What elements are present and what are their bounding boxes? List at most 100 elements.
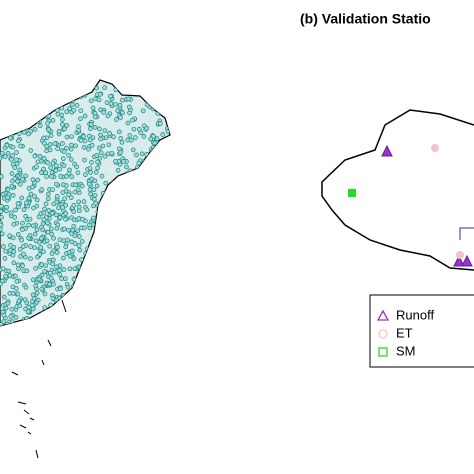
station-dot [39,286,45,292]
station-dot [13,324,18,326]
station-dot [66,80,72,83]
station-dot [64,109,70,115]
station-dot [35,177,41,183]
station-dot [134,286,139,292]
station-dot [36,214,42,220]
station-dot [98,261,104,267]
station-dot [54,199,60,205]
station-dot [63,211,69,216]
station-dot [127,256,132,262]
station-dot [15,262,21,268]
station-dot [70,92,76,98]
station-dot [55,317,60,322]
station-dot [158,158,164,164]
station-dot [13,324,18,326]
station-dot [169,207,170,213]
station-dot [61,149,67,155]
station-dot [59,112,65,118]
station-dot [149,210,155,216]
station-dot [167,151,170,157]
station-dot [37,154,43,159]
station-dot [161,297,166,302]
station-dot [126,104,132,110]
station-dot [93,200,99,206]
station-dot [161,202,167,208]
station-dot [41,217,47,222]
runoff-marker [461,254,473,267]
station-dot [121,193,127,199]
station-dot [129,324,135,326]
station-dot [119,295,124,301]
station-dot [133,216,139,222]
station-dot [60,205,65,210]
station-dot [119,299,125,305]
station-dot [41,104,47,109]
station-dot [87,165,93,171]
station-dot [5,151,11,156]
station-dot [76,234,82,239]
station-dot [130,244,136,250]
station-dot [23,324,29,326]
station-dot [172,164,176,168]
station-dot [21,251,26,257]
station-dot [97,155,103,161]
station-dot [147,97,153,102]
station-dot [70,227,76,233]
station-dot [27,320,33,326]
station-dot [163,140,168,145]
station-dot [73,182,79,188]
station-dot [125,96,131,102]
station-dot [158,154,164,159]
station-dot [88,290,94,295]
station-dot [134,313,139,319]
station-dot [130,184,136,190]
station-dot [158,276,164,281]
station-dot [94,265,100,270]
station-dot [153,199,158,204]
station-dot [54,193,60,199]
station-dot [7,106,13,112]
station-dot [150,170,156,176]
station-dot [106,319,112,325]
station-dot [26,185,32,191]
station-dot [60,80,66,86]
station-dot [125,179,131,185]
station-dot [135,279,140,284]
station-dot [118,305,124,310]
station-dot [59,90,65,95]
station-dot [47,281,53,287]
station-dot [132,323,138,326]
station-dot [85,294,91,299]
station-dot [31,322,37,326]
station-dot [48,226,54,232]
station-dot [110,248,116,253]
station-dot [108,101,114,106]
station-dot [42,206,47,212]
station-dot [23,119,28,125]
station-dot [160,185,165,191]
station-dot [118,136,124,141]
station-dot [47,243,53,249]
station-dot [69,174,75,180]
station-dot [116,266,122,272]
station-dot [109,224,115,230]
station-dot [43,110,49,115]
station-dot [171,171,175,175]
station-dot [168,266,170,272]
station-dot [150,187,156,192]
station-dot [159,257,165,263]
station-dot [47,308,52,314]
station-dot [159,84,165,89]
station-dot [114,206,119,212]
station-dot [70,303,76,309]
station-dot [9,80,15,81]
station-dot [118,192,124,198]
station-dot [43,104,49,109]
station-dot [166,242,170,247]
station-dot [9,171,15,176]
station-dot [76,297,81,303]
station-dot [102,230,107,236]
station-dot [134,234,139,240]
station-dot [48,270,53,276]
station-dot [95,165,100,171]
